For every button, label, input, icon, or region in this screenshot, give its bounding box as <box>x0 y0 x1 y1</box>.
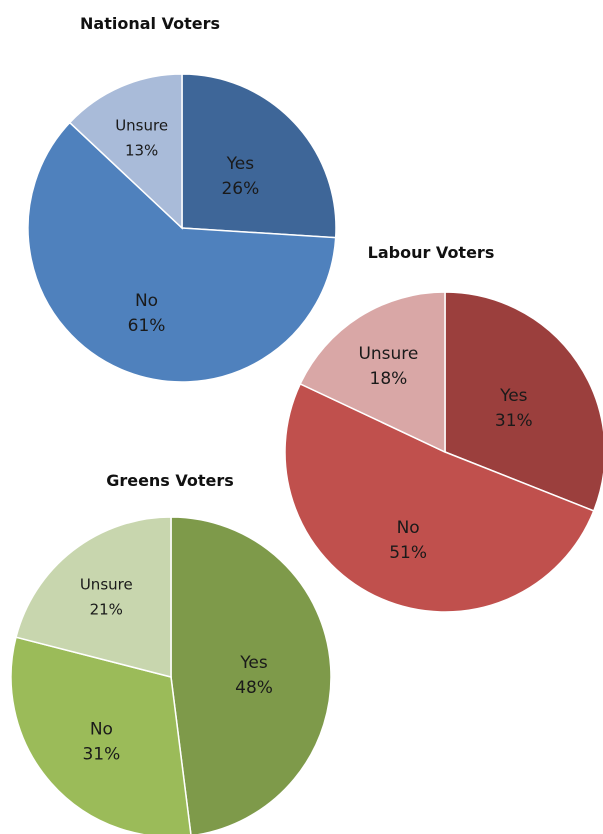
pie-slice-yes <box>181 73 337 239</box>
slice-category-label: Yes <box>239 653 268 673</box>
slice-value-label: 48% <box>235 678 273 698</box>
slice-value-label: 13% <box>125 142 158 160</box>
slice-category-label: Unsure <box>358 344 418 364</box>
pie-slice-no <box>27 121 337 383</box>
slice-category-label: Yes <box>226 154 255 174</box>
pie-labour: Labour Voters Yes 31% No 51% Unsure 18% <box>284 243 603 613</box>
pie-slice-unsure <box>15 516 172 678</box>
chart-title: Labour Voters <box>368 243 495 262</box>
pie-slice-unsure <box>299 291 446 454</box>
slice-value-label: 61% <box>128 316 166 336</box>
slice-category-label: No <box>90 719 113 739</box>
slice-value-label: 26% <box>221 179 259 199</box>
slice-category-label: No <box>397 518 420 538</box>
pie-slice-no <box>10 636 192 834</box>
slice-value-label: 18% <box>370 369 408 389</box>
pie-slice-yes <box>444 291 603 512</box>
pie-slice-yes <box>170 516 332 834</box>
slice-category-label: Unsure <box>115 117 168 135</box>
slice-category-label: Unsure <box>80 576 133 594</box>
slice-value-label: 31% <box>82 744 120 764</box>
pie-slice-unsure <box>68 73 183 230</box>
pie-slice-no <box>284 382 595 613</box>
chart-title: Greens Voters <box>106 471 234 490</box>
slice-value-label: 51% <box>389 543 427 563</box>
chart-title: National Voters <box>80 14 220 33</box>
slice-value-label: 31% <box>495 411 533 431</box>
slice-value-label: 21% <box>90 601 123 619</box>
slice-category-label: Yes <box>499 386 528 406</box>
pie-greens: Greens Voters Yes 48% No 31% Unsure 21% <box>10 471 332 834</box>
slice-category-label: No <box>135 291 158 311</box>
pie-national: National Voters Yes 26% No 61% Unsure 13% <box>27 14 337 383</box>
